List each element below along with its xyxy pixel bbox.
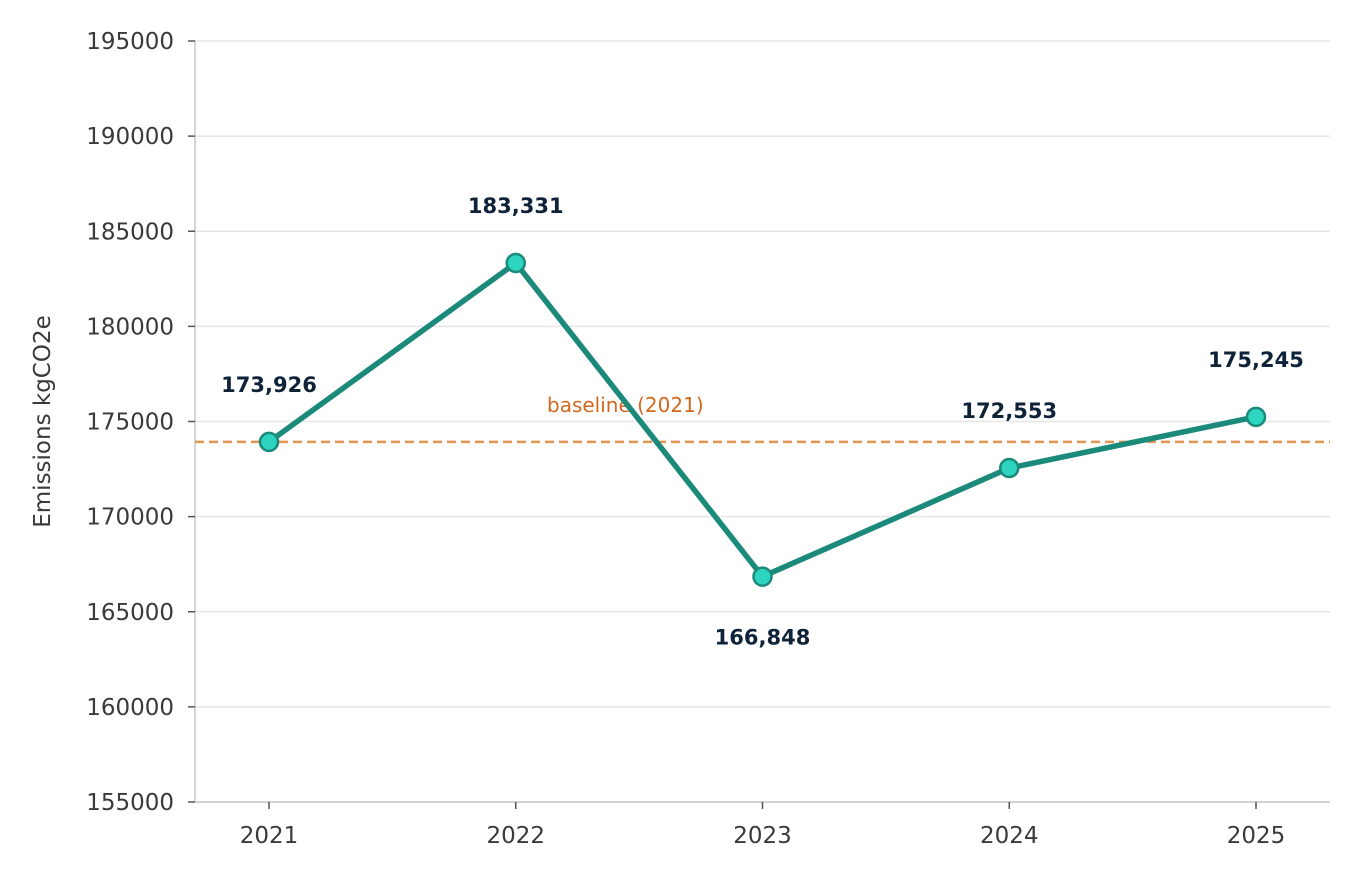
y-tick-label: 160000 <box>86 695 174 721</box>
y-tick-label: 180000 <box>86 314 174 340</box>
data-point-marker <box>999 457 1020 479</box>
y-tick-label: 185000 <box>86 219 174 245</box>
y-tick-label: 195000 <box>86 29 174 55</box>
data-label: 175,245 <box>1208 348 1304 372</box>
x-tick-label: 2022 <box>486 823 545 849</box>
y-axis-title: Emissions kgCO2e <box>30 315 56 528</box>
x-tick-label: 2023 <box>733 823 792 849</box>
data-label: 173,926 <box>221 373 317 397</box>
grid-layer <box>195 40 1330 803</box>
data-label: 166,848 <box>715 626 811 650</box>
series-line <box>266 260 1259 580</box>
data-label: 172,553 <box>961 399 1057 423</box>
data-point-marker <box>1245 406 1267 428</box>
y-tick-label: 175000 <box>86 410 174 436</box>
data-label-layer: 173,926 183,331 166,848 172,553 175,245 <box>221 194 1304 650</box>
x-tick-label: 2025 <box>1227 823 1286 849</box>
data-label: 183,331 <box>468 194 564 218</box>
x-tick-label: 2021 <box>240 823 299 849</box>
data-point-marker <box>505 252 526 274</box>
data-point-marker <box>258 431 280 453</box>
y-tick-label: 190000 <box>86 124 174 150</box>
y-tick-label: 170000 <box>86 505 174 531</box>
tick-layer: 155000 160000 165000 170000 175000 180000 1850… <box>86 29 1285 849</box>
data-point-marker <box>752 566 773 587</box>
y-tick-label: 155000 <box>86 790 174 816</box>
x-tick-label: 2024 <box>980 823 1039 849</box>
series-layer <box>258 252 1267 587</box>
y-tick-label: 165000 <box>86 600 174 626</box>
